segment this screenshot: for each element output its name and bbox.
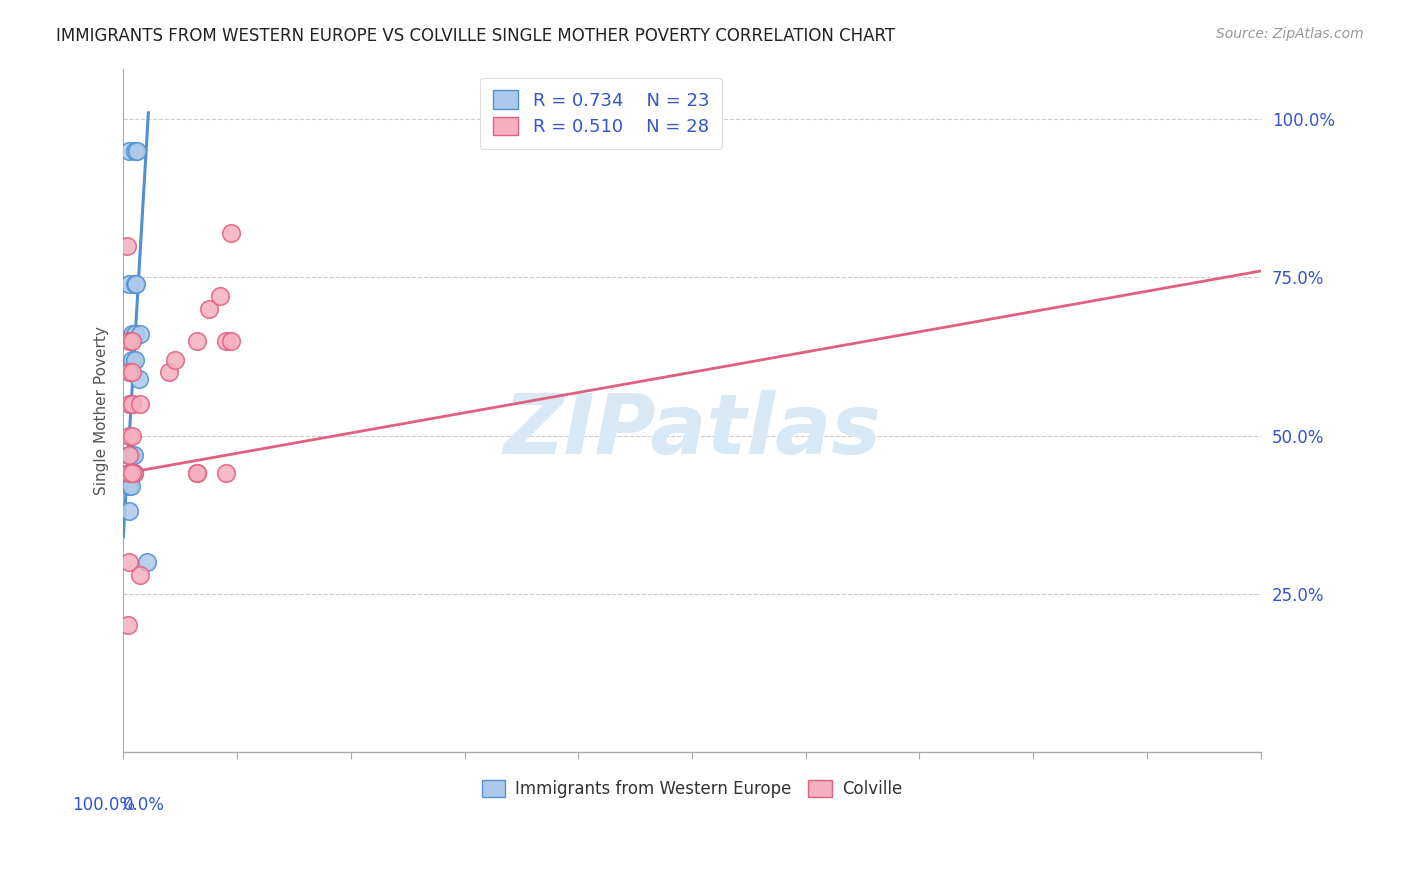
Legend: Immigrants from Western Europe, Colville: Immigrants from Western Europe, Colville <box>475 773 908 805</box>
Point <box>118 479 141 493</box>
Point <box>118 144 141 158</box>
Point <box>120 467 142 481</box>
Point <box>120 479 142 493</box>
Point <box>124 144 146 158</box>
Point <box>117 618 139 632</box>
Point <box>128 371 150 385</box>
Point <box>221 334 243 348</box>
Point <box>186 467 208 481</box>
Point <box>118 448 141 462</box>
Point <box>125 277 148 291</box>
Point <box>122 467 145 481</box>
Point <box>121 334 143 348</box>
Point <box>118 504 141 518</box>
Point <box>118 467 141 481</box>
Text: 0.0%: 0.0% <box>124 797 166 814</box>
Point <box>124 277 146 291</box>
Point <box>118 397 141 411</box>
Point <box>129 397 152 411</box>
Point <box>118 448 141 462</box>
Point <box>118 277 141 291</box>
Point <box>215 334 238 348</box>
Point <box>197 301 219 316</box>
Point <box>118 467 141 481</box>
Point <box>118 555 141 569</box>
Point <box>121 397 143 411</box>
Y-axis label: Single Mother Poverty: Single Mother Poverty <box>94 326 110 495</box>
Point <box>121 352 143 367</box>
Text: 100.0%: 100.0% <box>72 797 135 814</box>
Point <box>121 327 143 342</box>
Point <box>125 144 148 158</box>
Point <box>124 327 146 342</box>
Point <box>122 448 145 462</box>
Text: ZIPatlas: ZIPatlas <box>503 390 882 471</box>
Point <box>136 555 159 569</box>
Point <box>208 289 231 303</box>
Point <box>186 334 208 348</box>
Point <box>121 428 143 442</box>
Point <box>118 334 141 348</box>
Point <box>120 448 142 462</box>
Point <box>118 365 141 379</box>
Point <box>115 238 138 252</box>
Point <box>121 397 143 411</box>
Point <box>186 467 208 481</box>
Point <box>129 567 152 582</box>
Point <box>163 352 186 367</box>
Point <box>121 467 143 481</box>
Point <box>129 327 152 342</box>
Text: Source: ZipAtlas.com: Source: ZipAtlas.com <box>1216 27 1364 41</box>
Point <box>221 226 243 240</box>
Point <box>157 365 180 379</box>
Text: IMMIGRANTS FROM WESTERN EUROPE VS COLVILLE SINGLE MOTHER POVERTY CORRELATION CHA: IMMIGRANTS FROM WESTERN EUROPE VS COLVIL… <box>56 27 896 45</box>
Point <box>120 467 142 481</box>
Point <box>122 467 145 481</box>
Point <box>121 365 143 379</box>
Point <box>124 352 146 367</box>
Point <box>215 467 238 481</box>
Point <box>118 428 141 442</box>
